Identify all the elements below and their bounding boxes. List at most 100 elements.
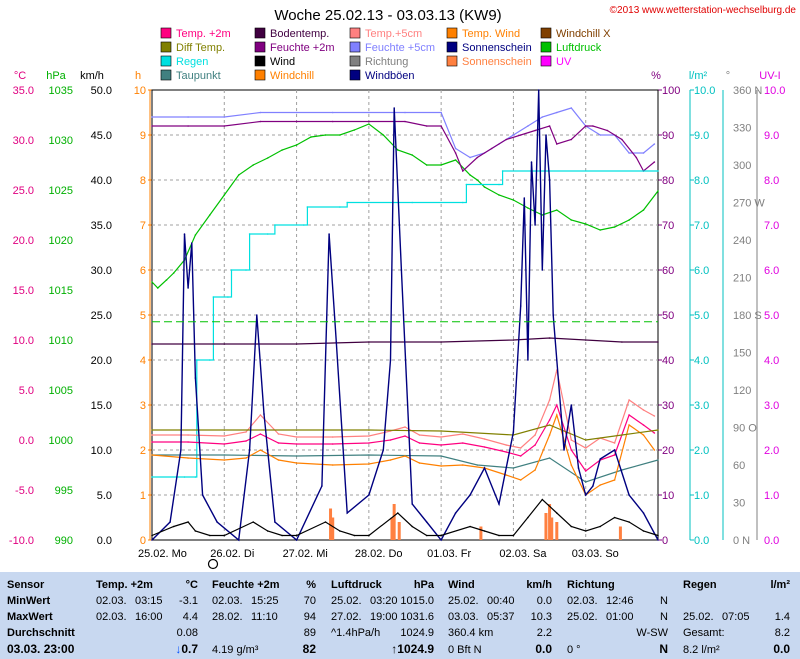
data-point-luftdruck: [194, 234, 197, 236]
axis-tick-label: 6.0: [764, 265, 779, 277]
cell-value: 10.3: [530, 611, 552, 623]
data-point-windb-en: [454, 512, 457, 514]
axis-tick-label: 300: [733, 160, 751, 172]
axis-tick-label: 1010: [49, 335, 73, 347]
data-point-windchill: [548, 434, 551, 436]
data-point-luftdruck: [599, 229, 601, 231]
legend-label-regen: Regen: [176, 56, 208, 68]
data-point-diff-temp: [440, 430, 442, 432]
row-label: MinWert: [7, 595, 51, 607]
data-point-temp-2m: [534, 444, 536, 446]
header-richtung: Richtung: [567, 579, 615, 591]
data-point-windb-en: [498, 503, 500, 505]
axis-tick-label: 8: [140, 175, 146, 187]
data-point-feuchte-2m: [490, 147, 493, 150]
data-point-luftdruck: [353, 129, 356, 131]
data-point-feuchte-5cm: [223, 116, 226, 118]
data-point-temp-2m: [642, 424, 645, 426]
data-point-feuchte-2m: [548, 125, 551, 127]
data-point-temp-5cm: [223, 435, 226, 437]
axis-tick-label: 0.0: [97, 535, 112, 547]
data-point-feuchte-2m: [425, 125, 428, 127]
data-point-luftdruck: [512, 199, 515, 201]
axis-tick-label: 20.0: [13, 235, 34, 247]
axis-tick-label: 30: [733, 498, 745, 510]
data-point-temp-5cm: [368, 435, 370, 437]
axis-tick-label: -10.0: [9, 535, 34, 547]
cell-value: 94: [303, 611, 316, 623]
data-point-feuchte-2m: [606, 129, 609, 132]
axis-tick-label: 120: [733, 385, 751, 397]
data-point-luftdruck: [642, 209, 645, 211]
data-point-diff-temp: [548, 424, 551, 426]
data-point-diff-temp: [295, 429, 298, 431]
sunshine-bar: [544, 513, 548, 540]
axis-tick-label: 7.0: [764, 220, 779, 232]
data-point-wind: [223, 534, 226, 537]
axis-tick-label: 50: [662, 310, 674, 322]
data-point-temp-2m: [404, 435, 406, 437]
data-point-temp-5cm: [570, 439, 573, 441]
data-point-bodentemp: [368, 341, 370, 343]
axis-tick-label: 30.0: [13, 135, 34, 147]
axis-tick-label: 1000: [49, 435, 73, 447]
data-point-windb-en: [382, 449, 385, 451]
cell-value: 70: [303, 595, 316, 607]
cell-date: 27.02.: [331, 611, 362, 623]
legend-label-luftdruck: Luftdruck: [556, 42, 602, 54]
axis-tick-label: 30: [662, 400, 674, 412]
data-point-feuchte-5cm: [653, 143, 656, 145]
data-point-windb-en: [469, 494, 471, 496]
row-label: Durchschnitt: [7, 627, 75, 639]
data-point-feuchte-2m: [404, 120, 406, 123]
data-point-wind: [324, 521, 327, 523]
axis-tick-label: 150: [733, 348, 751, 360]
data-point-feuchte-2m: [653, 161, 656, 163]
data-point-wind: [339, 530, 341, 532]
data-point-temp-5cm: [642, 409, 645, 411]
data-point-temp-5cm: [505, 444, 508, 446]
data-point-taupunkt: [584, 481, 587, 483]
data-point-feuchte-5cm: [151, 116, 153, 118]
axis-tick-label: 1020: [49, 235, 73, 247]
data-point-feuchte-5cm: [599, 134, 601, 136]
data-point-diff-temp: [657, 429, 659, 431]
cell-date: 02.03.: [567, 595, 598, 607]
data-point-temp-2m: [331, 443, 334, 445]
data-point-luftdruck: [266, 157, 269, 159]
data-point-diff-temp: [368, 429, 370, 431]
data-point-luftdruck: [454, 159, 457, 161]
axis-tick-label: 4.0: [764, 355, 779, 367]
cell-note: 360.4 km: [448, 627, 494, 639]
data-point-windb-en: [552, 314, 554, 316]
data-point-regen: [274, 224, 276, 226]
data-point-windb-en: [346, 512, 349, 514]
data-point-feuchte-2m: [462, 170, 464, 172]
data-point-temp-2m: [653, 432, 656, 434]
axis-tick-label: 3.0: [694, 400, 709, 412]
cell-value: 4.4: [182, 611, 198, 623]
data-point-windb-en: [527, 359, 529, 361]
data-point-feuchte-5cm: [642, 152, 645, 154]
data-point-wind: [425, 534, 428, 537]
axis-tick-label: 40: [662, 355, 674, 367]
legend-label-windchill: Windchill: [270, 70, 314, 82]
axis-tick-label: 0: [662, 535, 668, 547]
data-point-temp-2m: [613, 454, 616, 456]
data-point-temp-2m: [584, 470, 587, 472]
axis-tick-label: 10.0: [764, 85, 785, 97]
data-point-regen: [248, 233, 251, 235]
data-point-feuchte-5cm: [295, 111, 298, 114]
data-point-feuchte-2m: [259, 120, 262, 123]
data-point-bodentemp: [295, 343, 298, 345]
data-point-luftdruck: [339, 134, 341, 136]
data-point-wind: [584, 530, 587, 532]
legend-label-temp-2m: Temp. +2m: [176, 28, 231, 40]
cell-value: 1031.6: [400, 611, 434, 623]
data-point-windchill: [245, 457, 247, 459]
axis-tick-label: 80: [662, 175, 674, 187]
data-point-regen: [411, 201, 414, 204]
data-point-wind: [368, 534, 370, 537]
axis-tick-label: 10.0: [91, 445, 112, 457]
data-point-windchill: [223, 459, 226, 461]
